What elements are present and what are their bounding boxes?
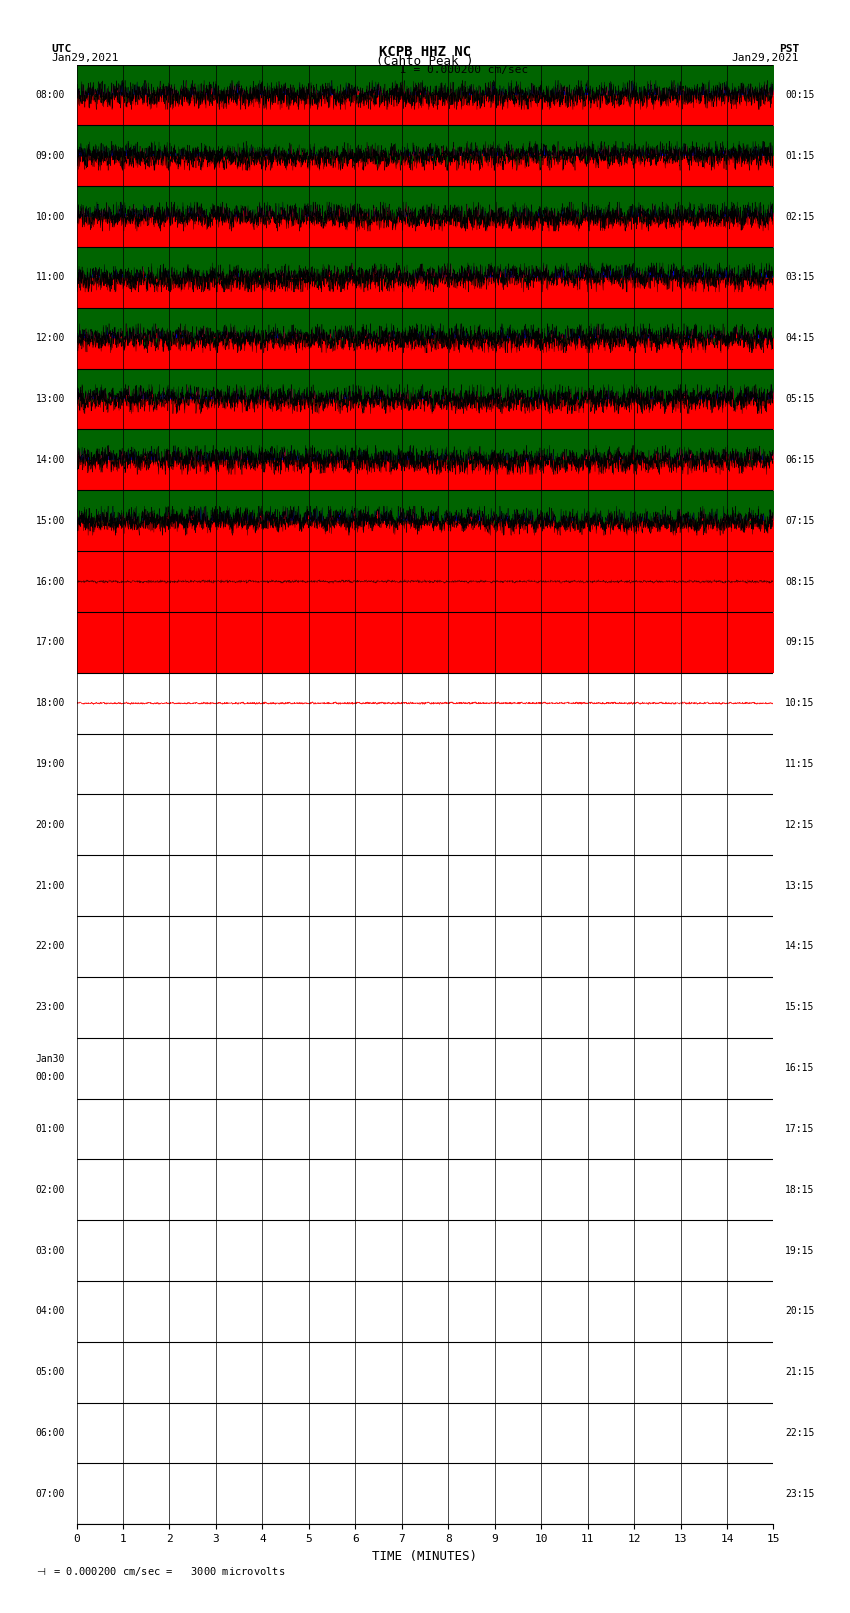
Text: 02:00: 02:00	[36, 1186, 65, 1195]
Text: 03:00: 03:00	[36, 1245, 65, 1255]
Text: 19:15: 19:15	[785, 1245, 814, 1255]
Text: 12:00: 12:00	[36, 334, 65, 344]
X-axis label: TIME (MINUTES): TIME (MINUTES)	[372, 1550, 478, 1563]
Text: 13:00: 13:00	[36, 394, 65, 403]
Text: 23:15: 23:15	[785, 1489, 814, 1498]
Text: 04:00: 04:00	[36, 1307, 65, 1316]
Text: 10:00: 10:00	[36, 211, 65, 221]
Text: 22:15: 22:15	[785, 1428, 814, 1439]
Text: 14:15: 14:15	[785, 942, 814, 952]
Text: 18:00: 18:00	[36, 698, 65, 708]
Text: 15:15: 15:15	[785, 1002, 814, 1013]
Text: 16:00: 16:00	[36, 576, 65, 587]
Text: Jan29,2021: Jan29,2021	[51, 53, 118, 63]
Text: PST: PST	[779, 44, 799, 53]
Text: 15:00: 15:00	[36, 516, 65, 526]
Text: 09:15: 09:15	[785, 637, 814, 647]
Text: 12:15: 12:15	[785, 819, 814, 829]
Text: 07:15: 07:15	[785, 516, 814, 526]
Text: $\dashv$ = 0.000200 cm/sec =   3000 microvolts: $\dashv$ = 0.000200 cm/sec = 3000 microv…	[34, 1565, 286, 1578]
Text: 01:00: 01:00	[36, 1124, 65, 1134]
Text: 06:00: 06:00	[36, 1428, 65, 1439]
Text: 00:15: 00:15	[785, 90, 814, 100]
Text: 08:15: 08:15	[785, 576, 814, 587]
Text: 22:00: 22:00	[36, 942, 65, 952]
Text: 17:00: 17:00	[36, 637, 65, 647]
Text: 19:00: 19:00	[36, 760, 65, 769]
Text: 10:15: 10:15	[785, 698, 814, 708]
Text: 14:00: 14:00	[36, 455, 65, 465]
Text: 20:00: 20:00	[36, 819, 65, 829]
Text: 09:00: 09:00	[36, 150, 65, 161]
Text: 03:15: 03:15	[785, 273, 814, 282]
Text: Jan30: Jan30	[36, 1053, 65, 1065]
Text: 11:00: 11:00	[36, 273, 65, 282]
Text: Jan29,2021: Jan29,2021	[732, 53, 799, 63]
Text: 11:15: 11:15	[785, 760, 814, 769]
Text: 04:15: 04:15	[785, 334, 814, 344]
Text: 16:15: 16:15	[785, 1063, 814, 1073]
Text: KCPB HHZ NC: KCPB HHZ NC	[379, 45, 471, 60]
Text: 02:15: 02:15	[785, 211, 814, 221]
Text: UTC: UTC	[51, 44, 71, 53]
Text: 17:15: 17:15	[785, 1124, 814, 1134]
Text: 06:15: 06:15	[785, 455, 814, 465]
Text: 07:00: 07:00	[36, 1489, 65, 1498]
Text: 08:00: 08:00	[36, 90, 65, 100]
Text: 05:15: 05:15	[785, 394, 814, 403]
Text: (Cahto Peak ): (Cahto Peak )	[377, 55, 473, 68]
Text: 00:00: 00:00	[36, 1073, 65, 1082]
Text: 01:15: 01:15	[785, 150, 814, 161]
Text: 21:00: 21:00	[36, 881, 65, 890]
Text: I = 0.000200 cm/sec: I = 0.000200 cm/sec	[400, 65, 528, 74]
Text: 21:15: 21:15	[785, 1368, 814, 1378]
Text: 18:15: 18:15	[785, 1186, 814, 1195]
Text: 13:15: 13:15	[785, 881, 814, 890]
Text: 20:15: 20:15	[785, 1307, 814, 1316]
Text: 05:00: 05:00	[36, 1368, 65, 1378]
Text: 23:00: 23:00	[36, 1002, 65, 1013]
